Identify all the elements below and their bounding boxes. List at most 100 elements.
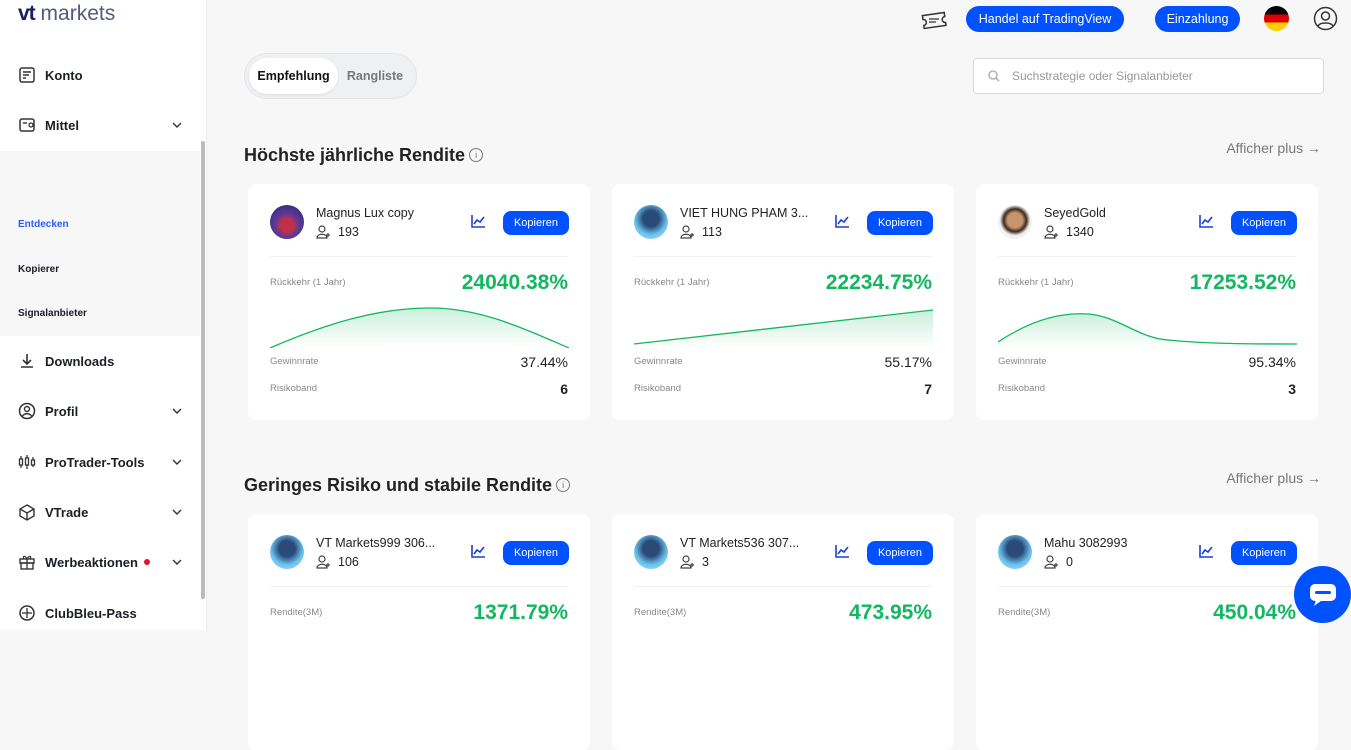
vt-markets-logo[interactable]: vt markets [18,2,116,25]
show-more-link[interactable]: Afficher plus → [1226,470,1321,486]
sidebar-item-label: Konto [45,67,83,83]
strategy-card[interactable]: Magnus Lux copy 193 Kopieren Rückkehr (1… [248,184,590,420]
kopierhandel-submenu: Entdecken Kopierer Signalanbieter [0,151,200,336]
risk-band-value: 3 [1288,381,1296,397]
return-label: Rendite(3M) [998,607,1051,618]
return-label: Rückkehr (1 Jahr) [634,277,710,288]
line-chart-icon[interactable] [470,543,486,559]
club-icon [18,604,36,622]
line-chart-icon[interactable] [1198,213,1214,229]
line-chart-icon[interactable] [834,543,850,559]
info-icon[interactable]: i [556,478,571,492]
info-icon[interactable]: i [469,148,484,162]
avatar [270,535,304,569]
add-user-icon [1044,225,1058,239]
gift-icon [18,553,36,571]
divider [998,256,1296,257]
chevron-down-icon[interactable] [172,457,182,468]
add-user-icon [680,225,694,239]
chevron-down-icon[interactable] [172,120,182,131]
risk-band-label: Risikoband [270,383,317,394]
sidebar-scrollbar[interactable] [201,141,205,599]
copy-button[interactable]: Kopieren [867,541,933,565]
deposit-button[interactable]: Einzahlung [1155,6,1240,32]
line-chart-icon[interactable] [834,213,850,229]
return-sparkline [270,307,569,348]
language-flag-de[interactable] [1264,6,1289,31]
strategy-card[interactable]: SeyedGold 1340 Kopieren Rückkehr (1 Jahr… [976,184,1318,420]
chevron-down-icon[interactable] [172,507,182,518]
followers-count: 106 [316,555,359,569]
divider [270,256,568,257]
chat-support-button[interactable] [1294,566,1351,623]
copy-button[interactable]: Kopieren [503,541,569,565]
search-input[interactable]: Suchstrategie oder Signalanbieter [973,58,1324,94]
chevron-down-icon[interactable] [172,557,182,568]
win-rate-value: 55.17% [884,354,932,370]
section-title-highest-return: Höchste jährliche Rendite i [244,145,484,166]
return-sparkline [998,313,1297,348]
sidebar-item-protrader-tools[interactable]: ProTrader-Tools [0,437,200,487]
return-label: Rendite(3M) [634,607,687,618]
trade-on-tradingview-button[interactable]: Handel auf TradingView [966,6,1124,32]
chevron-down-icon[interactable] [172,406,182,417]
add-user-icon [316,555,330,569]
strategy-card[interactable]: VIET HUNG PHAM 3... 113 Kopieren Rückkeh… [612,184,954,420]
divider [634,256,932,257]
tab-rangliste[interactable]: Rangliste [346,69,404,83]
copy-button[interactable]: Kopieren [1231,211,1297,235]
sidebar-item-werbeaktionen[interactable]: Werbeaktionen [0,537,200,587]
return-label: Rendite(3M) [270,607,323,618]
sidebar-item-konto[interactable]: Konto [0,50,200,100]
return-value: 1371.79% [473,601,568,624]
sidebar: vt markets Konto Mittel Kopierhandel Dow… [0,0,207,630]
user-account-icon[interactable] [1313,6,1338,31]
strategy-name[interactable]: VT Markets999 306... [316,536,436,550]
line-chart-icon[interactable] [470,213,486,229]
chat-icon [1310,584,1336,606]
sidebar-subitem-entdecken[interactable]: Entdecken [18,219,69,230]
strategy-name[interactable]: Mahu 3082993 [1044,536,1128,550]
strategy-card[interactable]: VT Markets999 306... 106 Kopieren Rendit… [248,514,590,750]
win-rate-label: Gewinnrate [270,356,319,367]
show-more-link[interactable]: Afficher plus → [1226,140,1321,156]
followers-count: 0 [1044,555,1073,569]
strategy-card[interactable]: VT Markets536 307... 3 Kopieren Rendite(… [612,514,954,750]
followers-count: 3 [680,555,709,569]
add-user-icon [1044,555,1058,569]
strategy-name[interactable]: VT Markets536 307... [680,536,800,550]
copy-button[interactable]: Kopieren [503,211,569,235]
sidebar-item-profil[interactable]: Profil [0,386,200,436]
strategy-name[interactable]: VIET HUNG PHAM 3... [680,206,809,220]
divider [998,586,1296,587]
sidebar-item-mittel[interactable]: Mittel [0,100,200,150]
tab-empfehlung[interactable]: Empfehlung [249,58,338,94]
strategy-name[interactable]: SeyedGold [1044,206,1106,220]
search-placeholder: Suchstrategie oder Signalanbieter [1012,69,1193,83]
sidebar-item-vtrade[interactable]: VTrade [0,487,200,537]
user-circle-icon [18,402,36,420]
win-rate-value: 37.44% [520,354,568,370]
risk-band-label: Risikoband [998,383,1045,394]
strategy-name[interactable]: Magnus Lux copy [316,206,414,220]
line-chart-icon[interactable] [1198,543,1214,559]
sidebar-item-downloads[interactable]: Downloads [0,336,200,386]
copy-button[interactable]: Kopieren [1231,541,1297,565]
strategy-card[interactable]: Mahu 3082993 0 Kopieren Rendite(3M) 450.… [976,514,1318,750]
copy-button[interactable]: Kopieren [867,211,933,235]
win-rate-label: Gewinnrate [634,356,683,367]
sidebar-item-label: VTrade [45,504,89,520]
tab-switcher: Empfehlung Rangliste [244,53,417,99]
return-value: 22234.75% [825,271,932,294]
sidebar-subitem-kopierer[interactable]: Kopierer [18,264,60,275]
search-icon [988,70,1000,82]
download-icon [18,352,36,370]
avatar [998,205,1032,239]
sidebar-item-label: Profil [45,403,79,419]
followers-count: 193 [316,225,359,239]
followers-count: 113 [680,225,722,239]
sidebar-item-clubbleu-pass[interactable]: ClubBleu-Pass [0,588,200,638]
risk-band-value: 7 [924,381,932,397]
ticket-icon[interactable] [920,8,948,30]
sidebar-subitem-signalanbieter[interactable]: Signalanbieter [18,308,87,319]
